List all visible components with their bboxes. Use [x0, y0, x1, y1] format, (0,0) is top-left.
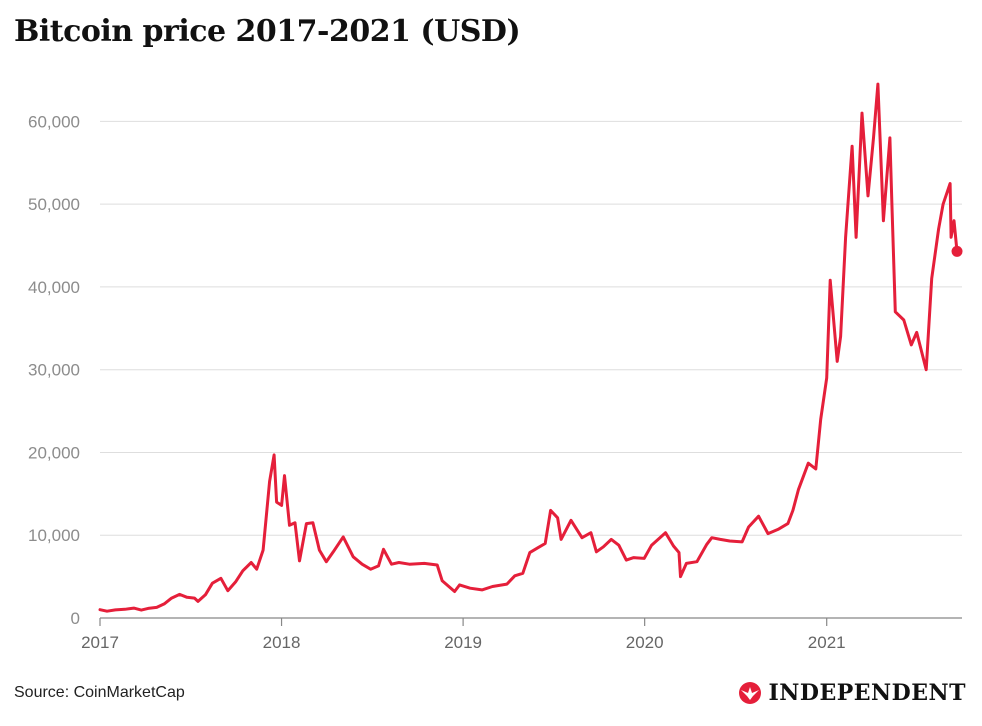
- y-tick-label: 40,000: [28, 278, 80, 297]
- x-tick-label: 2017: [81, 633, 119, 652]
- grid-lines: [100, 120, 962, 619]
- y-tick-label: 60,000: [28, 112, 80, 131]
- x-tick-label: 2018: [263, 633, 301, 652]
- latest-price-marker: [951, 245, 963, 257]
- eagle-icon: [738, 682, 761, 704]
- x-tick-label: 2019: [444, 633, 482, 652]
- y-tick-label: 50,000: [28, 195, 80, 214]
- x-tick-label: 2020: [626, 633, 664, 652]
- chart-title: Bitcoin price 2017-2021 (USD): [14, 14, 521, 49]
- source-note: Source: CoinMarketCap: [14, 684, 185, 701]
- x-axis-ticks: 2017 2018 2019 2020 2021: [81, 618, 846, 652]
- logo-text: INDEPENDENT: [768, 680, 966, 706]
- price-series: [98, 82, 963, 613]
- x-tick-label: 2021: [808, 633, 846, 652]
- price-line-0: [98, 82, 959, 613]
- y-tick-label: 20,000: [28, 443, 80, 462]
- y-tick-label: 0: [71, 609, 80, 628]
- publisher-logo: INDEPENDENT: [737, 679, 967, 707]
- y-axis-ticks: 0 10,000 20,000 30,000 40,000 50,000 60,000: [28, 112, 80, 628]
- y-tick-label: 10,000: [28, 526, 80, 545]
- y-tick-label: 30,000: [28, 361, 80, 380]
